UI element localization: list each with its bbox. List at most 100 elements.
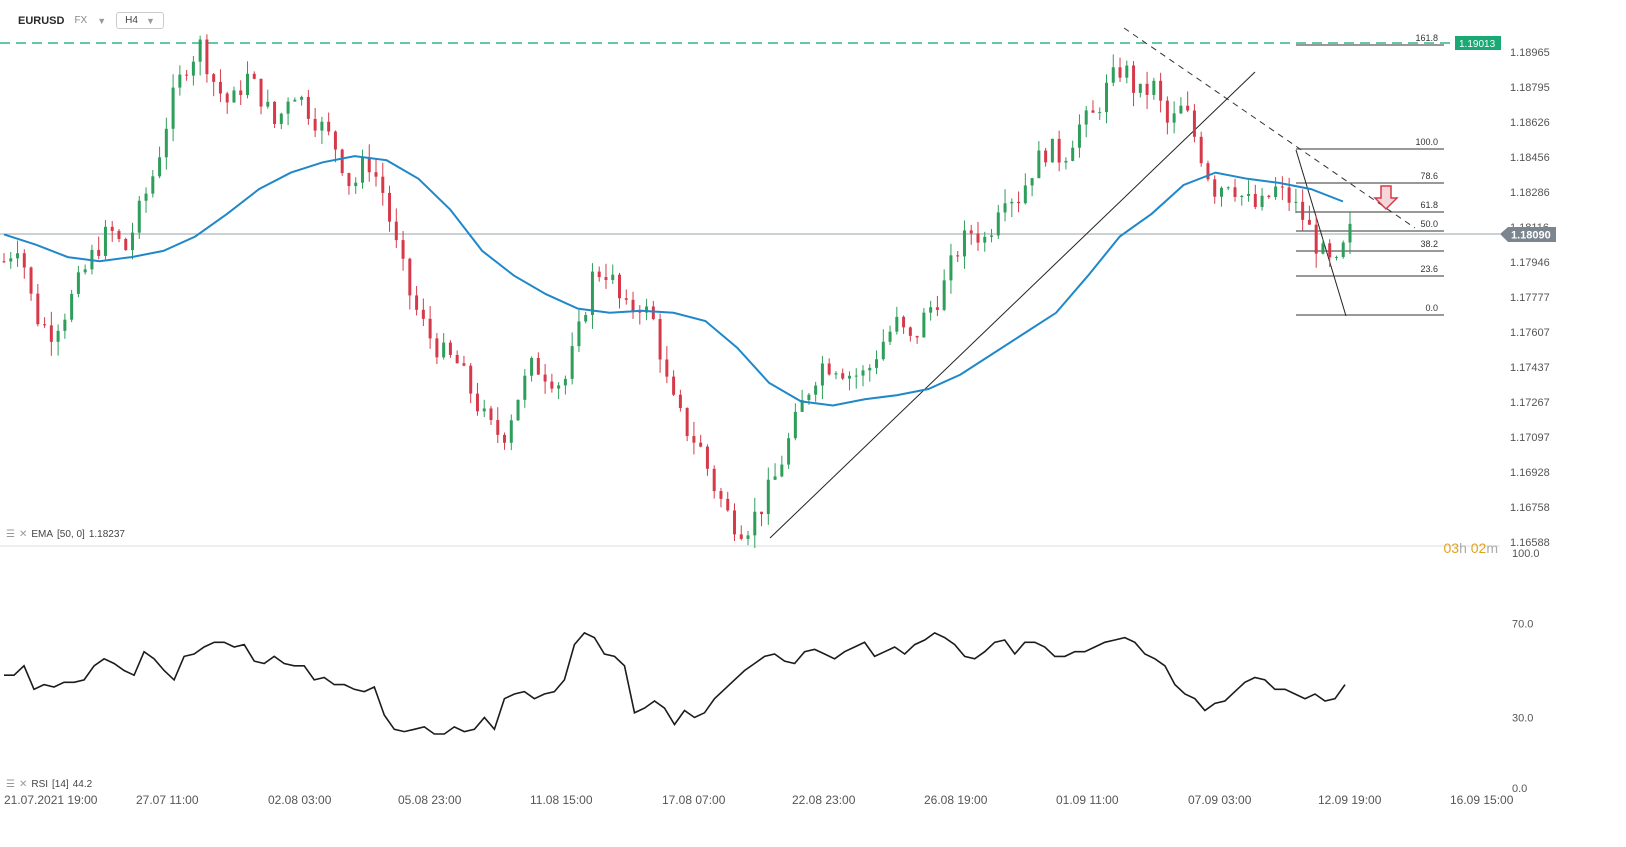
candle-body (949, 255, 953, 281)
candle-body (381, 176, 385, 193)
candle-body (1274, 186, 1278, 198)
candle-body (151, 176, 155, 194)
rsi-tick-label: 30.0 (1512, 713, 1533, 725)
candle-body (178, 74, 182, 88)
rsi-tick-label: 70.0 (1512, 619, 1533, 631)
candle-body (259, 78, 263, 107)
candle-body (726, 498, 730, 511)
candle-body (908, 327, 912, 336)
candle-body (935, 307, 939, 310)
candle-body (1260, 195, 1264, 207)
candle-body (800, 400, 804, 412)
candle-body (847, 375, 851, 379)
candle-body (1152, 80, 1156, 95)
candle-body (1226, 187, 1230, 189)
y-tick-label: 1.17607 (1510, 327, 1550, 339)
x-tick-label: 12.09 19:00 (1318, 793, 1382, 807)
candle-body (543, 374, 547, 382)
candle-body (1287, 187, 1291, 203)
candle-body (1213, 179, 1217, 197)
candle-body (983, 236, 987, 243)
x-tick-label: 17.08 07:00 (662, 793, 726, 807)
candle-body (137, 200, 141, 233)
candle-body (16, 253, 20, 259)
candle-body (408, 258, 412, 296)
candle-body (360, 157, 364, 183)
candle-body (1071, 147, 1075, 161)
candle-body (1057, 138, 1061, 163)
candle-body (158, 157, 162, 177)
candle-body (1307, 219, 1311, 225)
candle-body (83, 269, 87, 273)
candle-body (442, 342, 446, 358)
candle-body (1240, 195, 1244, 197)
candle-body (117, 230, 121, 239)
candle-body (218, 81, 222, 94)
candle-body (773, 476, 777, 480)
candle-body (969, 230, 973, 234)
x-tick-label: 05.08 23:00 (398, 793, 462, 807)
candle-body (1294, 201, 1298, 203)
candle-body (922, 312, 926, 338)
candle-body (56, 330, 60, 342)
candle-body (746, 535, 750, 539)
candle-body (929, 307, 933, 313)
ema-name: EMA (31, 529, 54, 540)
ema-params: [50, 0] (57, 529, 85, 540)
rsi-line (4, 631, 1346, 735)
rsi-value: 44.2 (72, 779, 93, 790)
candle-body (22, 253, 26, 268)
candle-body (665, 359, 669, 377)
candle-body (1341, 242, 1345, 258)
candle-body (354, 182, 358, 187)
close-icon[interactable]: ✕ (18, 529, 28, 540)
fib-diagonal (1295, 149, 1347, 317)
candle-body (1125, 65, 1129, 78)
candle-body (604, 277, 608, 280)
candle-body (590, 271, 594, 316)
candle-body (164, 128, 168, 158)
candle-body (1348, 223, 1352, 243)
candle-body (455, 354, 459, 364)
candle-body (1179, 105, 1183, 114)
candle-body (1247, 193, 1251, 196)
candle-body (482, 408, 486, 412)
candle-body (43, 324, 47, 326)
candle-body (685, 407, 689, 437)
candle-body (550, 381, 554, 389)
candle-body (631, 299, 635, 311)
rsi-tick-label: 0.0 (1512, 783, 1527, 795)
candle-body (760, 511, 764, 515)
candle-body (29, 267, 33, 294)
candle-body (63, 319, 67, 331)
settings-icon[interactable]: ☰ (6, 529, 15, 540)
candle-body (1145, 83, 1149, 95)
candle-body (1064, 160, 1068, 163)
settings-icon[interactable]: ☰ (6, 779, 15, 790)
current-price-label: 1.18090 (1511, 230, 1551, 242)
candle-body (327, 121, 331, 132)
y-tick-label: 1.17777 (1510, 292, 1550, 304)
market-label: FX (74, 15, 88, 26)
x-tick-label: 22.08 23:00 (792, 793, 856, 807)
candle-body (1199, 136, 1203, 164)
close-icon[interactable]: ✕ (18, 779, 28, 790)
fib-level-label: 78.6 (1420, 171, 1438, 181)
current-price-badge (1500, 227, 1556, 242)
timeframe-select[interactable]: H4 ▼ (116, 12, 164, 29)
candle-body (9, 258, 13, 262)
rsi-params: [14] (52, 779, 69, 790)
candle-body (563, 378, 567, 386)
candle-body (861, 370, 865, 376)
candle-body (942, 280, 946, 310)
candle-body (976, 233, 980, 243)
candle-body (807, 394, 811, 401)
candle-body (205, 39, 209, 75)
rsi-indicator-label: ☰ ✕ RSI [14] 44.2 (6, 779, 92, 790)
candle-body (1206, 163, 1210, 180)
candle-body (340, 149, 344, 174)
chevron-down-icon[interactable]: ▼ (97, 15, 107, 26)
candle-body (1192, 110, 1196, 137)
symbol-name[interactable]: EURUSD (18, 14, 65, 27)
